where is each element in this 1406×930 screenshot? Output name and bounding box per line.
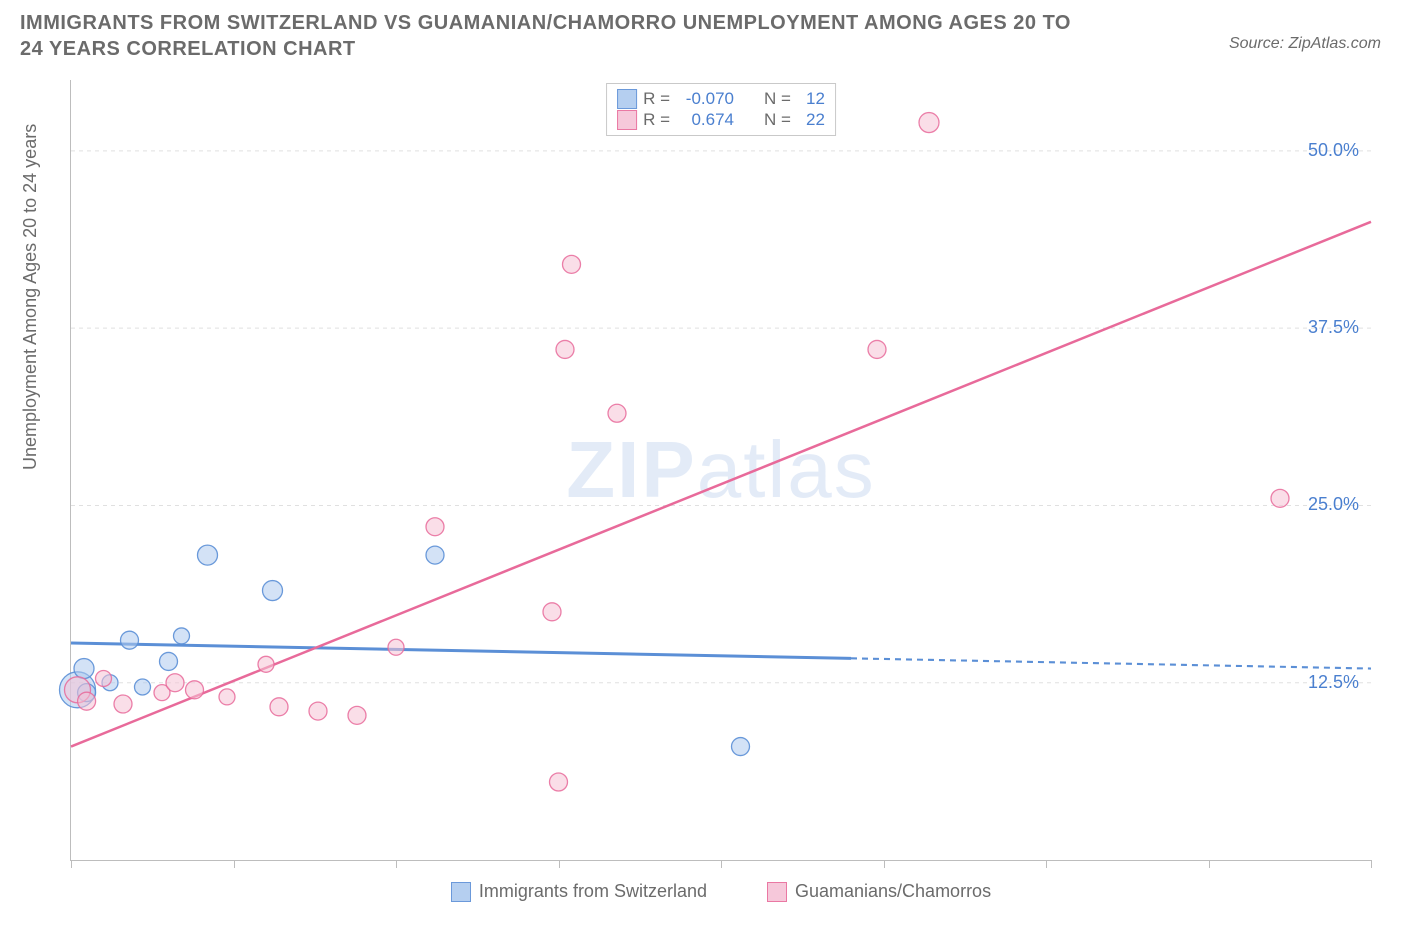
- data-point: [263, 581, 283, 601]
- trendline-extrapolated: [851, 658, 1371, 668]
- data-point: [198, 545, 218, 565]
- data-point: [160, 652, 178, 670]
- legend-item-series-b: Guamanians/Chamorros: [767, 881, 991, 902]
- plot-svg: [71, 80, 1371, 860]
- trendline: [71, 643, 851, 658]
- x-tick: [1209, 860, 1210, 868]
- y-tick-label: 25.0%: [1308, 494, 1359, 515]
- data-point: [543, 603, 561, 621]
- legend-n-label: N =: [764, 89, 791, 109]
- data-point: [166, 674, 184, 692]
- legend-label-b: Guamanians/Chamorros: [795, 881, 991, 902]
- data-point: [270, 698, 288, 716]
- data-point: [563, 255, 581, 273]
- source-attribution: Source: ZipAtlas.com: [1229, 35, 1381, 53]
- legend-r-label: R =: [643, 89, 670, 109]
- y-tick-label: 37.5%: [1308, 317, 1359, 338]
- x-tick: [884, 860, 885, 868]
- legend-n-value: 12: [797, 89, 825, 109]
- legend-n-label: N =: [764, 110, 791, 130]
- y-tick-label: 50.0%: [1308, 140, 1359, 161]
- correlation-legend: R = -0.070 N = 12 R = 0.674 N = 22: [606, 83, 836, 136]
- y-tick-label: 12.5%: [1308, 672, 1359, 693]
- chart-title: IMMIGRANTS FROM SWITZERLAND VS GUAMANIAN…: [20, 10, 1100, 62]
- legend-label-a: Immigrants from Switzerland: [479, 881, 707, 902]
- x-tick: [71, 860, 72, 868]
- data-point: [388, 639, 404, 655]
- x-tick: [1046, 860, 1047, 868]
- data-point: [426, 546, 444, 564]
- legend-n-value: 22: [797, 110, 825, 130]
- x-tick: [396, 860, 397, 868]
- data-point: [868, 340, 886, 358]
- data-point: [608, 404, 626, 422]
- legend-r-value: -0.070: [676, 89, 734, 109]
- data-point: [135, 679, 151, 695]
- legend-item-series-a: Immigrants from Switzerland: [451, 881, 707, 902]
- data-point: [219, 689, 235, 705]
- data-point: [78, 692, 96, 710]
- data-point: [732, 738, 750, 756]
- data-point: [309, 702, 327, 720]
- data-point: [426, 518, 444, 536]
- legend-r-value: 0.674: [676, 110, 734, 130]
- data-point: [186, 681, 204, 699]
- x-tick: [1371, 860, 1372, 868]
- legend-row-series-b: R = 0.674 N = 22: [617, 110, 825, 130]
- legend-swatch-a: [451, 882, 471, 902]
- y-axis-label: Unemployment Among Ages 20 to 24 years: [20, 124, 41, 470]
- data-point: [348, 706, 366, 724]
- data-point: [550, 773, 568, 791]
- x-tick: [721, 860, 722, 868]
- legend-swatch-series-b: [617, 110, 637, 130]
- data-point: [121, 631, 139, 649]
- legend-swatch-series-a: [617, 89, 637, 109]
- legend-r-label: R =: [643, 110, 670, 130]
- legend-swatch-b: [767, 882, 787, 902]
- series-legend: Immigrants from Switzerland Guamanians/C…: [71, 881, 1371, 902]
- x-tick: [234, 860, 235, 868]
- data-point: [919, 113, 939, 133]
- x-tick: [559, 860, 560, 868]
- data-point: [1271, 489, 1289, 507]
- data-point: [258, 656, 274, 672]
- data-point: [556, 340, 574, 358]
- plot-area: ZIPatlas R = -0.070 N = 12 R = 0.674 N =…: [70, 80, 1371, 861]
- legend-row-series-a: R = -0.070 N = 12: [617, 89, 825, 109]
- data-point: [114, 695, 132, 713]
- data-point: [74, 659, 94, 679]
- data-point: [174, 628, 190, 644]
- data-point: [96, 670, 112, 686]
